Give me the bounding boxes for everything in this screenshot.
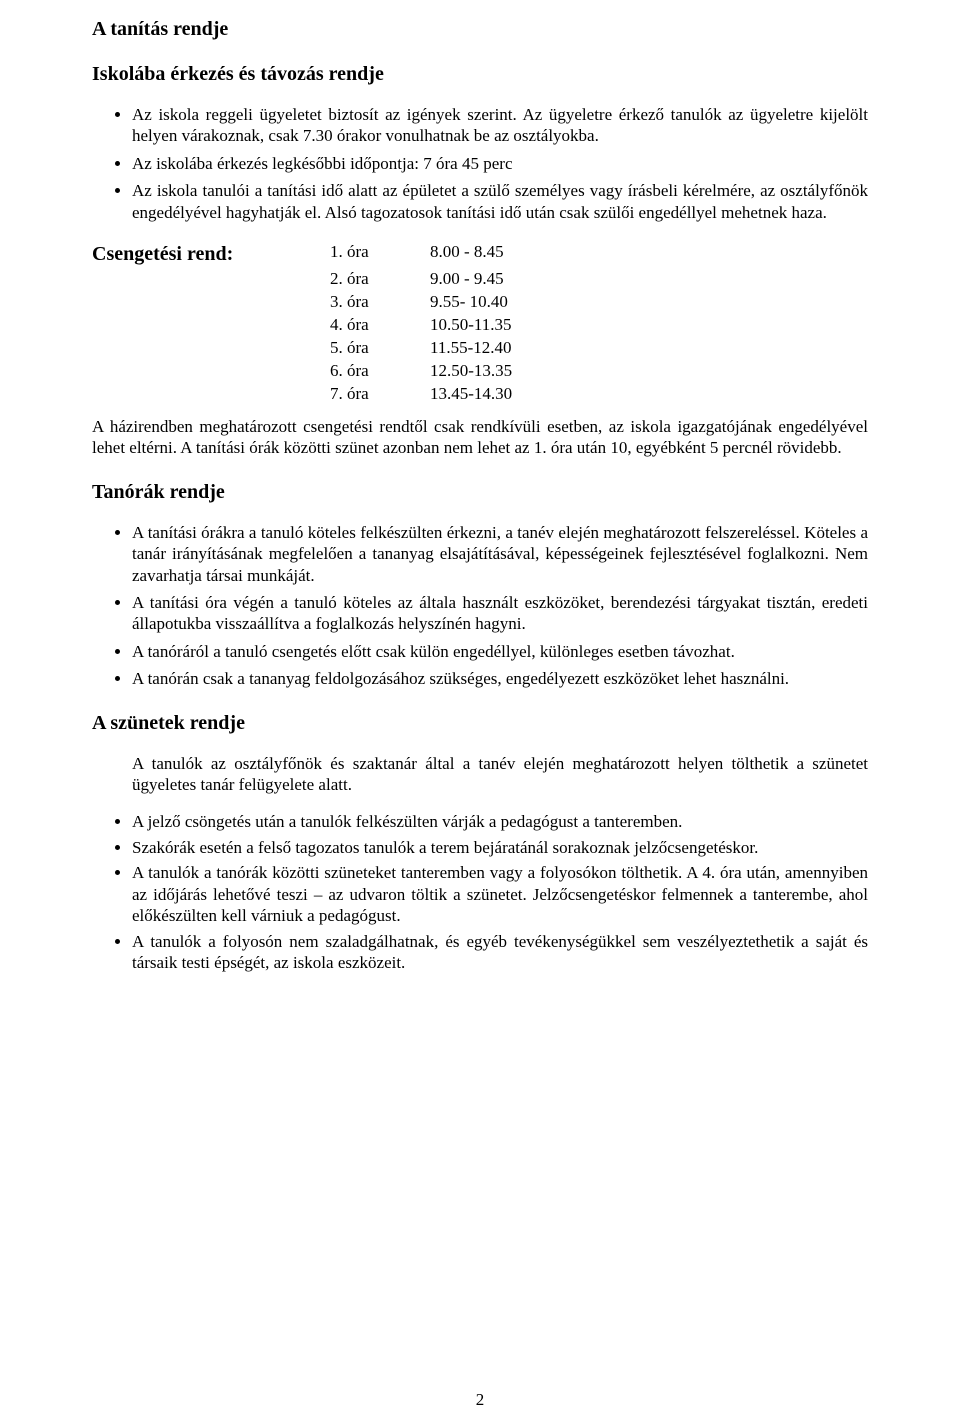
schedule-time: 10.50-11.35 bbox=[430, 314, 868, 337]
schedule-row: 5. óra 11.55-12.40 bbox=[92, 337, 868, 360]
schedule-period: 4. óra bbox=[330, 314, 430, 337]
list-item: Az iskola reggeli ügyeletet biztosít az … bbox=[132, 104, 868, 147]
schedule-period: 3. óra bbox=[330, 291, 430, 314]
schedule-period: 5. óra bbox=[330, 337, 430, 360]
schedule-row: 2. óra 9.00 - 9.45 bbox=[92, 268, 868, 291]
schedule-time: 9.55- 10.40 bbox=[430, 291, 868, 314]
list-item: A tanulók a folyosón nem szaladgálhatnak… bbox=[132, 931, 868, 974]
schedule-time: 12.50-13.35 bbox=[430, 360, 868, 383]
lessons-heading: Tanórák rendje bbox=[92, 481, 868, 504]
schedule-row: 6. óra 12.50-13.35 bbox=[92, 360, 868, 383]
main-title: A tanítás rendje bbox=[92, 18, 868, 41]
schedule-row: Csengetési rend: 1. óra 8.00 - 8.45 bbox=[92, 241, 868, 268]
arrival-list: Az iskola reggeli ügyeletet biztosít az … bbox=[132, 104, 868, 223]
list-item: A jelző csöngetés után a tanulók felkész… bbox=[132, 811, 868, 832]
list-item: A tanítási órákra a tanuló köteles felké… bbox=[132, 522, 868, 586]
schedule-time: 8.00 - 8.45 bbox=[430, 241, 868, 268]
schedule-time: 9.00 - 9.45 bbox=[430, 268, 868, 291]
breaks-list: A jelző csöngetés után a tanulók felkész… bbox=[132, 811, 868, 973]
schedule-period: 6. óra bbox=[330, 360, 430, 383]
list-item: Az iskolába érkezés legkésőbbi időpontja… bbox=[132, 153, 868, 174]
schedule-label-empty bbox=[92, 360, 330, 383]
schedule-label-empty bbox=[92, 383, 330, 406]
schedule-label-empty bbox=[92, 268, 330, 291]
schedule-note: A házirendben meghatározott csengetési r… bbox=[92, 416, 868, 459]
list-item: A tanóráról a tanuló csengetés előtt csa… bbox=[132, 641, 868, 662]
page-number: 2 bbox=[0, 1390, 960, 1410]
schedule-label: Csengetési rend: bbox=[92, 241, 330, 268]
schedule-label-empty bbox=[92, 314, 330, 337]
list-item: Az iskola tanulói a tanítási idő alatt a… bbox=[132, 180, 868, 223]
schedule-row: 3. óra 9.55- 10.40 bbox=[92, 291, 868, 314]
schedule-label-empty bbox=[92, 337, 330, 360]
schedule-time: 11.55-12.40 bbox=[430, 337, 868, 360]
list-item: A tanórán csak a tananyag feldolgozásáho… bbox=[132, 668, 868, 689]
schedule-block: Csengetési rend: 1. óra 8.00 - 8.45 2. ó… bbox=[92, 241, 868, 406]
schedule-period: 7. óra bbox=[330, 383, 430, 406]
schedule-period: 2. óra bbox=[330, 268, 430, 291]
breaks-heading: A szünetek rendje bbox=[92, 712, 868, 735]
schedule-period: 1. óra bbox=[330, 241, 430, 268]
lessons-list: A tanítási órákra a tanuló köteles felké… bbox=[132, 522, 868, 690]
schedule-row: 7. óra 13.45-14.30 bbox=[92, 383, 868, 406]
list-item: A tanulók a tanórák közötti szüneteket t… bbox=[132, 862, 868, 926]
breaks-intro: A tanulók az osztályfőnök és szaktanár á… bbox=[132, 753, 868, 796]
list-item: A tanítási óra végén a tanuló köteles az… bbox=[132, 592, 868, 635]
schedule-time: 13.45-14.30 bbox=[430, 383, 868, 406]
document-page: A tanítás rendje Iskolába érkezés és táv… bbox=[0, 0, 960, 1426]
arrival-heading: Iskolába érkezés és távozás rendje bbox=[92, 63, 868, 86]
list-item: Szakórák esetén a felső tagozatos tanuló… bbox=[132, 837, 868, 858]
schedule-row: 4. óra 10.50-11.35 bbox=[92, 314, 868, 337]
schedule-label-empty bbox=[92, 291, 330, 314]
